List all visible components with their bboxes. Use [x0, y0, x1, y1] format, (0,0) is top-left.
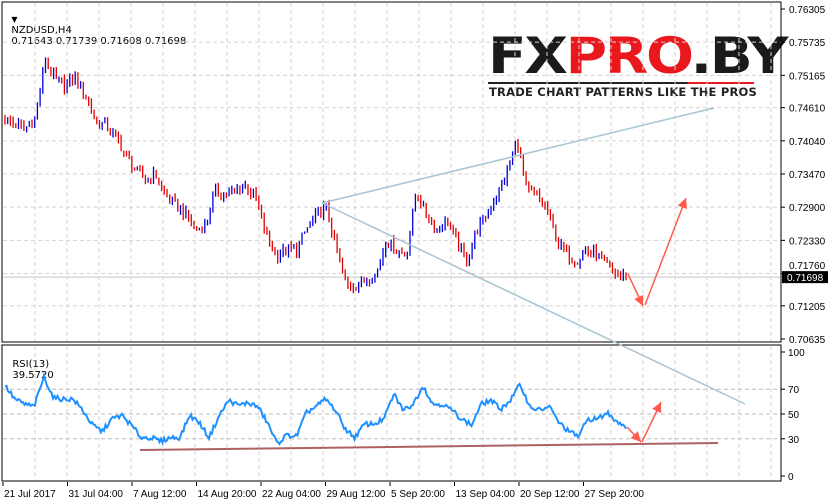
price-tick-label: 0.70635 [789, 335, 826, 346]
time-tick-label: 21 Jul 2017 [4, 489, 56, 500]
price-tick-label: 0.73470 [789, 170, 826, 181]
main-panel-frame [1, 1, 782, 343]
logo-underline [488, 82, 754, 84]
rsi-tick-label: 30 [788, 435, 800, 446]
price-tick-label: 0.75735 [789, 38, 826, 49]
rsi-series [4, 371, 627, 446]
rsi-line [4, 371, 627, 446]
upper-trend-line [321, 107, 715, 204]
price-up-arrow-arrowhead-icon [677, 198, 688, 210]
rsi-header: RSI(13) 39.5720 [6, 348, 54, 381]
rsi-support-line [139, 442, 719, 451]
rsi-down-arrow-arrowhead-icon [630, 431, 641, 442]
price-tick-label: 0.76305 [789, 5, 826, 16]
rsi-tick-label: 50 [788, 410, 800, 421]
rsi-up-arrow-arrowhead-icon [652, 402, 662, 414]
current-price-box [782, 271, 828, 284]
grid [3, 3, 781, 481]
logo-tagline: TRADE CHART PATTERNS LIKE THE PROS [489, 85, 757, 99]
panel-frames [1, 1, 782, 482]
current-price-label: 0.71698 [787, 273, 824, 284]
time-tick-label: 13 Sep 04:00 [456, 489, 516, 500]
time-tick-label: 7 Aug 12:00 [133, 489, 187, 500]
drawings [139, 107, 746, 451]
chart-header: ▼ NZDUSD,H4 0.71643 0.71739 0.71608 0.71… [5, 3, 186, 47]
price-tick-label: 0.71760 [789, 261, 826, 272]
ohlc-values: 0.71643 0.71739 0.71608 0.71698 [11, 36, 187, 47]
logo-fx: FX [488, 27, 568, 85]
rsi-tick-label: 100 [788, 348, 805, 359]
time-tick-label: 5 Sep 20:00 [391, 489, 445, 500]
price-tick-label: 0.71205 [789, 302, 826, 313]
price-tick-label: 0.74610 [789, 104, 826, 115]
triangle-down-icon[interactable]: ▼ [11, 15, 18, 24]
time-tick-label: 29 Aug 12:00 [327, 489, 386, 500]
price-tick-label: 0.72330 [789, 236, 826, 247]
time-tick-label: 22 Aug 04:00 [262, 489, 321, 500]
time-tick-label: 31 Jul 04:00 [69, 489, 124, 500]
rsi-tick-label: 0 [788, 472, 794, 483]
price-tick-label: 0.72900 [789, 203, 826, 214]
logo-pro: PRO [565, 27, 693, 85]
time-tick-label: 14 Aug 20:00 [198, 489, 257, 500]
rsi-tick-label: 70 [788, 385, 800, 396]
time-tick-label: 20 Sep 12:00 [520, 489, 580, 500]
price-down-arrow-arrowhead-icon [634, 294, 644, 306]
rsi-value: 39.5720 [12, 370, 54, 381]
axes: 0.76305 0.75735 0.75165 0.74610 0.74040 0.734… [2, 5, 828, 500]
rsi-panel-frame [1, 344, 782, 482]
price-tick-label: 0.74040 [789, 137, 826, 148]
time-tick-label: 27 Sep 20:00 [585, 489, 645, 500]
lower-trend-line [321, 202, 746, 405]
price-up-arrow-shaft [644, 197, 687, 306]
symbol-timeframe: NZDUSD,H4 [11, 25, 72, 36]
price-bars [4, 57, 627, 294]
rsi-title: RSI(13) [12, 359, 50, 370]
price-tick-label: 0.75165 [789, 71, 826, 82]
